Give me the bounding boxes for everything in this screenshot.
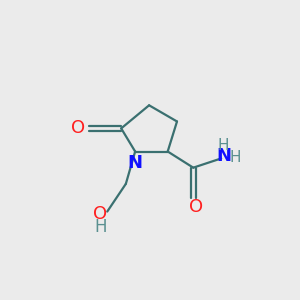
Text: H: H: [94, 218, 106, 236]
Text: O: O: [71, 119, 85, 137]
Text: O: O: [188, 198, 203, 216]
Text: H: H: [230, 150, 241, 165]
Text: O: O: [93, 205, 107, 223]
Text: N: N: [128, 154, 143, 172]
Text: N: N: [216, 147, 231, 165]
Text: H: H: [218, 137, 229, 152]
